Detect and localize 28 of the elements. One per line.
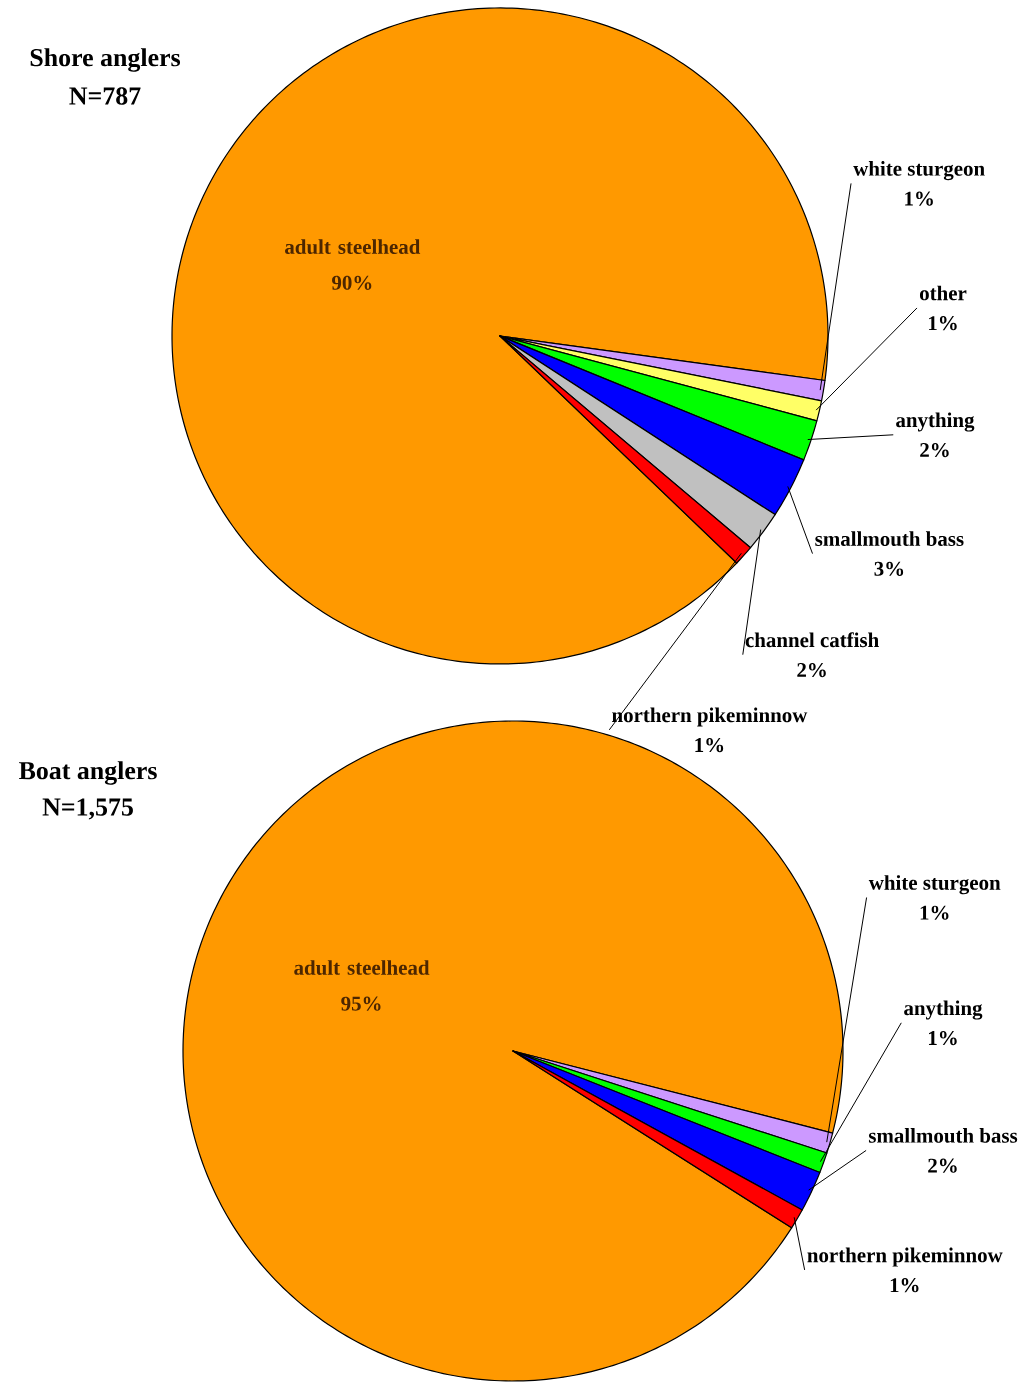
text: N=1,575 — [42, 798, 133, 820]
data-label: 1% — [695, 738, 724, 753]
data-label: 95% — [341, 996, 381, 1011]
data-label: 3% — [874, 561, 904, 576]
slice-label: northern pikeminnow — [612, 707, 808, 727]
text: N=787 — [69, 87, 141, 105]
data-label: 2% — [797, 662, 826, 678]
data-label: 90% — [332, 275, 372, 290]
data-label: 1% — [928, 316, 957, 331]
text: Boat anglers — [19, 761, 157, 785]
slice-label: northern pikeminnow — [807, 1247, 1003, 1267]
data-label: 1% — [890, 1278, 919, 1293]
data-label: 2% — [928, 1158, 957, 1173]
data-label: 1% — [905, 191, 933, 206]
slice-label: white sturgeon — [853, 161, 985, 181]
slice-label: anything — [896, 412, 975, 432]
slice-label: white sturgeon — [868, 875, 1001, 895]
slice-label: smallmouth bass — [868, 1128, 1018, 1143]
slice-label: smallmouth bass — [815, 531, 964, 547]
slice-label: adult steelhead — [294, 960, 430, 975]
slice-label: channel catfish — [745, 632, 879, 648]
slice-label: anything — [904, 1000, 983, 1020]
slice-label: other — [919, 285, 967, 301]
slice-label: adult steelhead — [285, 239, 421, 255]
data-label: 1% — [920, 905, 949, 920]
text: Shore anglers — [30, 48, 181, 72]
data-label: 2% — [920, 442, 949, 458]
data-label: 1% — [928, 1030, 957, 1046]
